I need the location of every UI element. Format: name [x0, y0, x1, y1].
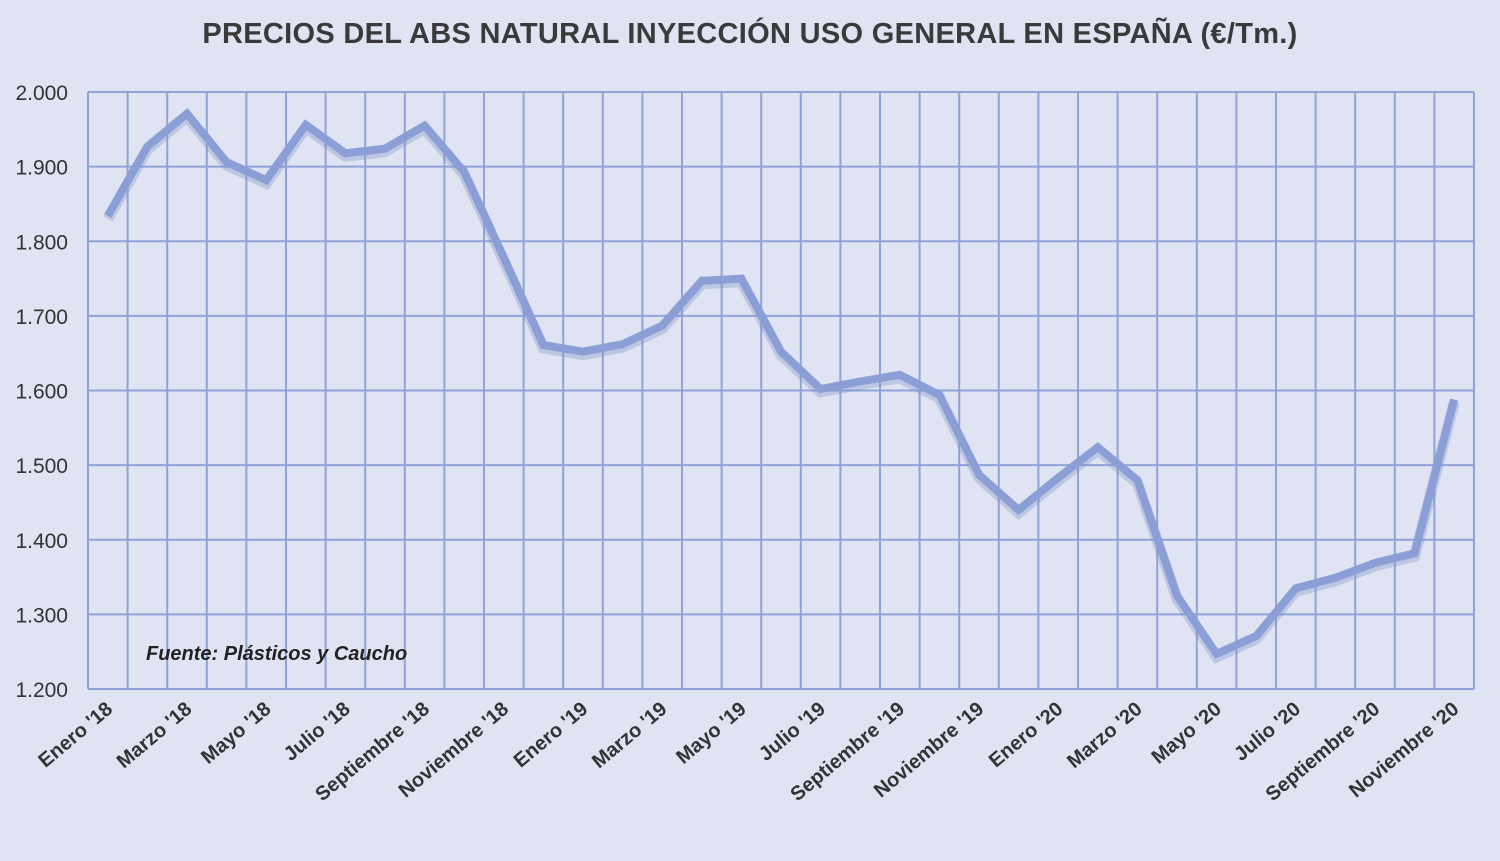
y-tick-label: 1.700 — [15, 306, 68, 329]
x-tick-label: Mayo '19 — [672, 698, 750, 769]
y-tick-label: 1.400 — [15, 530, 68, 553]
x-tick-label: Julio '20 — [1230, 698, 1305, 766]
x-tick-label: Mayo '20 — [1148, 698, 1226, 769]
x-tick-label: Enero '18 — [35, 698, 118, 772]
y-tick-label: 1.200 — [15, 679, 68, 702]
y-tick-label: 1.600 — [15, 381, 68, 404]
source-annotation: Fuente: Plásticos y Caucho — [146, 643, 407, 665]
y-tick-label: 1.300 — [15, 604, 68, 627]
y-tick-label: 1.500 — [15, 455, 68, 478]
x-tick-label: Enero '20 — [985, 698, 1068, 772]
x-tick-label: Mayo '18 — [197, 698, 275, 769]
series-line — [104, 107, 1459, 659]
y-tick-label: 2.000 — [15, 82, 68, 105]
chart-title: PRECIOS DEL ABS NATURAL INYECCIÓN USO GE… — [202, 18, 1298, 50]
series-line-shadow — [103, 108, 1460, 664]
x-tick-label: Julio '18 — [280, 698, 355, 766]
x-tick-label: Julio '19 — [755, 698, 830, 766]
x-tick-label: Marzo '19 — [588, 698, 671, 773]
x-tick-label: Enero '19 — [510, 698, 593, 772]
y-tick-label: 1.800 — [15, 231, 68, 254]
x-tick-label: Marzo '18 — [113, 698, 196, 773]
y-tick-label: 1.900 — [15, 157, 68, 180]
x-tick-label: Marzo '20 — [1063, 698, 1146, 773]
